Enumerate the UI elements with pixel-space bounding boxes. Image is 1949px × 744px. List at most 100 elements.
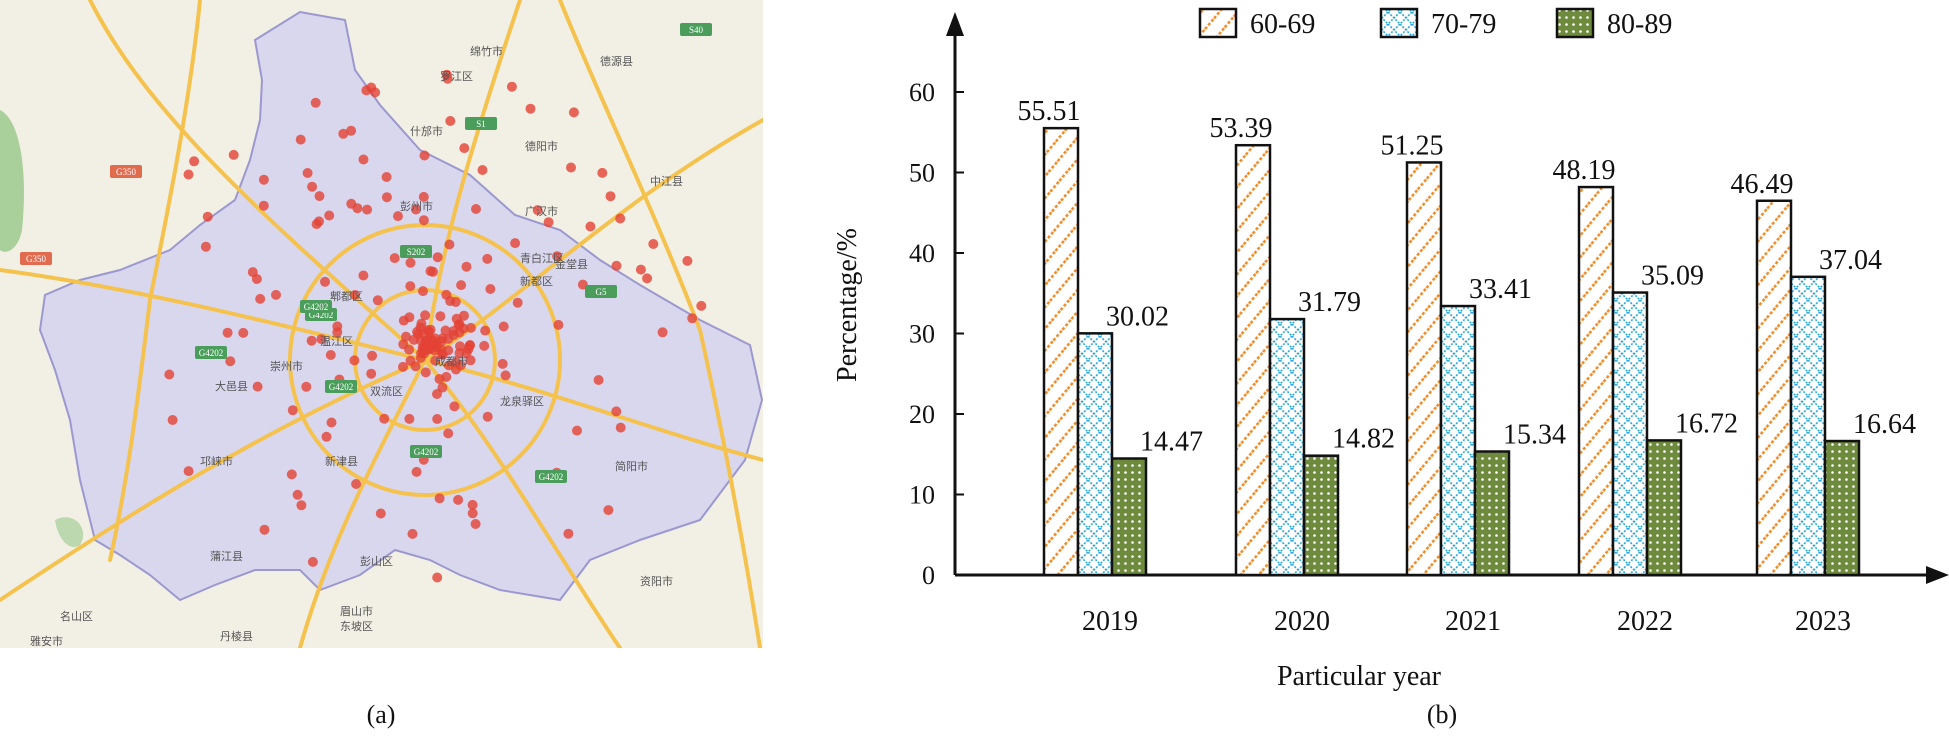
road-shield-label: G5 [596, 287, 607, 297]
sample-point [271, 289, 281, 300]
sample-point [183, 466, 194, 477]
sample-point [432, 414, 443, 424]
sample-point [401, 331, 411, 342]
map-place-label: 双流区 [370, 384, 403, 398]
sample-point [167, 415, 178, 425]
sample-point [525, 103, 536, 114]
sample-point [424, 340, 435, 350]
sample-point [471, 204, 481, 214]
road-shield [680, 23, 712, 36]
sample-point [292, 489, 303, 500]
sample-point [615, 422, 626, 433]
x-tick-label: 2021 [1445, 606, 1501, 637]
bar-70-79-2020 [1268, 317, 1306, 577]
chart-axes: 0 10 20 30 40 50 60 2019 2020 2021 2022 2023 [909, 12, 1949, 637]
sample-point [251, 274, 262, 284]
sample-point [407, 528, 418, 539]
legend-label: 80-89 [1607, 9, 1672, 40]
sample-point [287, 405, 298, 416]
map-place-label: 彭州市 [400, 199, 433, 213]
sample-point [307, 181, 318, 192]
sample-point [566, 162, 576, 173]
y-tick-label: 10 [909, 481, 935, 510]
sample-point [482, 253, 493, 264]
road-shield-label: G4202 [329, 382, 354, 392]
map-place-label: 眉山市 [340, 604, 373, 618]
sample-point [657, 327, 668, 338]
sample-point [445, 116, 456, 126]
road-shield [410, 445, 442, 458]
sample-point [687, 313, 698, 324]
x-tick-label: 2023 [1795, 606, 1851, 637]
road-shield [300, 300, 332, 313]
road-shield-label: S40 [689, 25, 704, 35]
sample-point [350, 290, 360, 300]
bar-60-69-2020 [1234, 143, 1272, 577]
road-shield [195, 346, 227, 359]
sample-point [238, 327, 249, 338]
sample-point [379, 413, 390, 424]
map-place-label: 彭山区 [360, 554, 393, 568]
sample-point [455, 341, 465, 352]
map-panel: 广汉市 什邡市 德阳市 彭州市 中江县 青白江区 新都区 金堂县 郫都区 温江区 成都市 崇州市 双流区… [0, 0, 765, 650]
sample-point [585, 221, 596, 232]
bar-70-79-2021 [1439, 304, 1477, 577]
bar-80-89-2020 [1302, 454, 1340, 577]
sample-point [444, 239, 455, 250]
bar-value-label: 16.72 [1675, 408, 1738, 439]
x-tick-label: 2022 [1617, 606, 1673, 637]
sample-point [432, 572, 443, 583]
bar-value-label: 16.64 [1853, 409, 1916, 440]
sample-point [459, 143, 470, 154]
caption-a: (a) [366, 700, 396, 729]
sample-point [440, 325, 451, 336]
map-place-label: 绵竹市 [470, 44, 503, 58]
sample-point [453, 494, 464, 505]
sample-point [420, 310, 431, 321]
road-shields: G4202G4202G4202G4202G4202G4202S202G5S40S… [20, 23, 712, 483]
sample-point [434, 493, 445, 504]
sample-point [411, 204, 421, 215]
bar-60-69-2019 [1042, 126, 1080, 577]
sample-point [510, 238, 521, 249]
sample-point [367, 350, 378, 361]
map-place-label: 名山区 [60, 609, 93, 623]
bar-80-89-2021 [1473, 450, 1511, 577]
legend-label: 70-79 [1431, 9, 1496, 40]
bar-value-label: 37.04 [1819, 245, 1882, 276]
caption-b: (b) [1426, 700, 1458, 729]
sample-point [455, 360, 466, 371]
sample-point [351, 479, 362, 489]
bar-value-label: 30.02 [1106, 301, 1169, 332]
sample-point [432, 252, 443, 263]
map-place-label: 德源县 [600, 54, 633, 68]
map-place-label: 金堂县 [555, 257, 588, 271]
bar-value-label: 51.25 [1381, 130, 1444, 161]
sample-point [405, 355, 416, 366]
road-shield-label: G4202 [539, 472, 564, 482]
sample-point [296, 500, 307, 511]
sample-point [372, 295, 383, 306]
sample-point [428, 266, 438, 277]
sample-point [603, 505, 614, 516]
road-shield [465, 117, 497, 130]
sample-point [320, 276, 330, 287]
legend-swatch [1555, 7, 1595, 39]
map-place-label: 成都市 [435, 354, 468, 368]
bar-80-89-2022 [1645, 439, 1683, 577]
sample-point [597, 167, 608, 178]
sample-point [563, 528, 574, 539]
sample-point [418, 215, 429, 226]
sample-point [506, 81, 517, 92]
sample-point [259, 524, 270, 535]
sample-point [324, 210, 335, 221]
chart-panel: 0 10 20 30 40 50 60 2019 2020 2021 2022 2023 55.51 3… [800, 0, 1949, 700]
road-shield-label: G350 [26, 254, 46, 264]
map-place-label: 大邑县 [215, 379, 248, 393]
sample-point [642, 273, 653, 284]
x-axis-label: Particular year [1277, 661, 1442, 692]
sample-point [326, 417, 337, 428]
sample-point [611, 406, 622, 417]
road-shield [535, 470, 567, 483]
sample-point [416, 318, 427, 329]
